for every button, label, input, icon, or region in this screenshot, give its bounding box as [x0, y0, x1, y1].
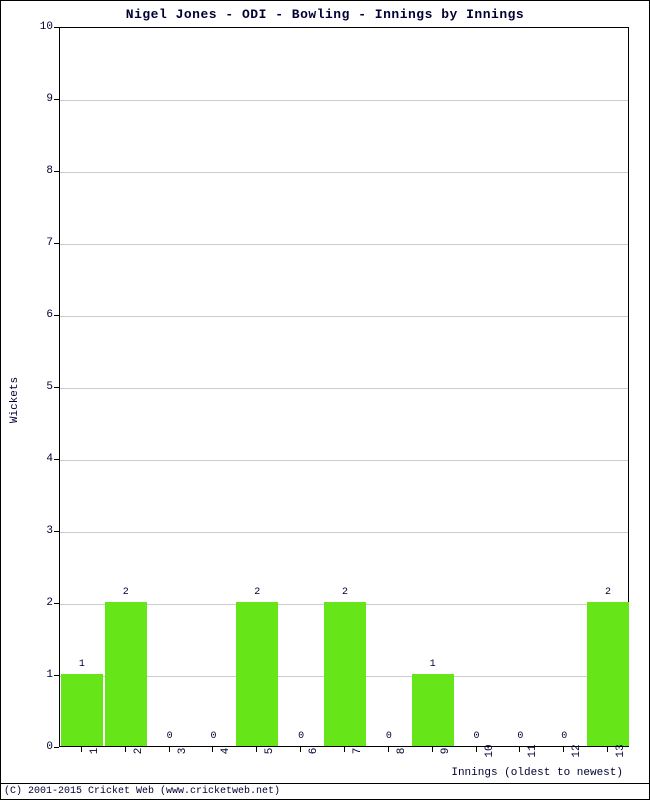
y-tick-mark: [54, 315, 59, 316]
y-tick-label: 2: [13, 597, 53, 609]
x-tick-label: 3: [169, 748, 189, 755]
y-tick-mark: [54, 243, 59, 244]
y-tick-label: 9: [13, 93, 53, 105]
bar: [105, 602, 147, 746]
bar-value-label: 0: [210, 731, 216, 742]
y-tick-mark: [54, 387, 59, 388]
y-tick-label: 5: [13, 381, 53, 393]
y-tick-label: 8: [13, 165, 53, 177]
gridline: [60, 316, 628, 317]
y-tick-label: 3: [13, 525, 53, 537]
x-tick-label: 6: [300, 748, 320, 755]
y-tick-label: 1: [13, 669, 53, 681]
bar: [412, 674, 454, 746]
y-tick-mark: [54, 531, 59, 532]
bar-value-label: 2: [123, 587, 129, 598]
bar-value-label: 2: [605, 587, 611, 598]
gridline: [60, 460, 628, 461]
bar-value-label: 2: [254, 587, 260, 598]
y-tick-mark: [54, 675, 59, 676]
x-tick-label: 12: [563, 744, 583, 757]
x-tick-label: 13: [607, 744, 627, 757]
x-tick-label: 7: [344, 748, 364, 755]
gridline: [60, 172, 628, 173]
y-tick-mark: [54, 27, 59, 28]
chart-title: Nigel Jones - ODI - Bowling - Innings by…: [1, 7, 649, 22]
gridline: [60, 388, 628, 389]
x-tick-label: 8: [388, 748, 408, 755]
y-tick-label: 10: [13, 21, 53, 33]
x-tick-label: 1: [81, 748, 101, 755]
x-tick-label: 9: [432, 748, 452, 755]
y-tick-mark: [54, 459, 59, 460]
y-tick-label: 4: [13, 453, 53, 465]
bar-value-label: 1: [79, 659, 85, 670]
footer-rule: [1, 783, 649, 784]
x-tick-label: 4: [212, 748, 232, 755]
bar-value-label: 0: [561, 731, 567, 742]
y-tick-mark: [54, 171, 59, 172]
chart-container: Nigel Jones - ODI - Bowling - Innings by…: [0, 0, 650, 800]
footer-text: (C) 2001-2015 Cricket Web (www.cricketwe…: [4, 786, 280, 797]
bar: [324, 602, 366, 746]
bar-value-label: 2: [342, 587, 348, 598]
bar: [61, 674, 103, 746]
plot-area: 1 2 0 0 2 0 2 0 1 0 0 0 2: [59, 27, 629, 747]
y-tick-label: 7: [13, 237, 53, 249]
x-tick-label: 2: [125, 748, 145, 755]
x-tick-label: 11: [519, 744, 539, 757]
y-tick-label: 6: [13, 309, 53, 321]
bar-value-label: 0: [386, 731, 392, 742]
bar: [236, 602, 278, 746]
x-axis-label: Innings (oldest to newest): [451, 767, 623, 779]
x-tick-label: 10: [476, 744, 496, 757]
y-tick-mark: [54, 99, 59, 100]
bar-value-label: 0: [517, 731, 523, 742]
bar-value-label: 0: [474, 731, 480, 742]
bar-value-label: 1: [430, 659, 436, 670]
gridline: [60, 100, 628, 101]
y-tick-mark: [54, 747, 59, 748]
y-tick-label: 0: [13, 741, 53, 753]
bar-value-label: 0: [298, 731, 304, 742]
gridline: [60, 532, 628, 533]
y-tick-mark: [54, 603, 59, 604]
x-tick-label: 5: [256, 748, 276, 755]
bar: [587, 602, 629, 746]
gridline: [60, 244, 628, 245]
bar-value-label: 0: [167, 731, 173, 742]
